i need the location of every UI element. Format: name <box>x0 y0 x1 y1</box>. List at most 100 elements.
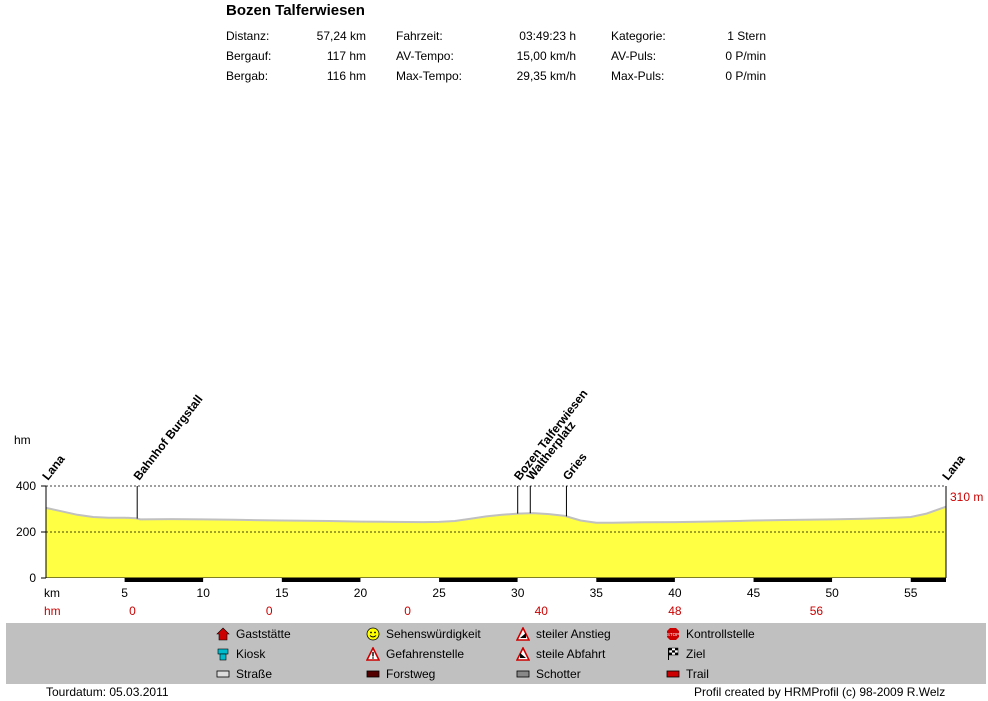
stat-value-avg-pulse: 0 P/min <box>725 49 766 63</box>
steep-climb-icon <box>516 627 530 641</box>
legend-label: steile Abfahrt <box>536 647 606 661</box>
y-tick-label: 400 <box>16 479 36 493</box>
x-tick-label: 20 <box>354 586 368 600</box>
gravel-swatch-icon <box>516 670 530 678</box>
surface-segment <box>281 578 361 582</box>
x-tick-label: 45 <box>747 586 761 600</box>
x-tick-label: 35 <box>590 586 604 600</box>
surface-segment <box>360 578 440 582</box>
stat-value-distance: 57,24 km <box>316 29 366 43</box>
x-axis-label: km <box>44 586 60 600</box>
hm-row-value: 40 <box>535 604 549 618</box>
hm-row-value: 0 <box>129 604 136 618</box>
x-tick-label: 30 <box>511 586 525 600</box>
surface-segment <box>439 578 518 582</box>
waypoint-label: Bahnhof Burgstall <box>131 392 206 483</box>
stat-value-avg-speed: 15,00 km/h <box>516 49 576 63</box>
stat-label-max-pulse: Max-Puls: <box>611 69 665 83</box>
stat-label-max-speed: Max-Tempo: <box>396 69 463 83</box>
stat-value-ascent: 117 hm <box>326 49 366 63</box>
stat-label-ascent: Bergauf: <box>226 49 272 63</box>
x-tick-label: 5 <box>121 586 128 600</box>
stat-label-avg-speed: AV-Tempo: <box>396 49 454 63</box>
surface-segment <box>203 578 282 582</box>
hm-row-label: hm <box>44 604 61 618</box>
forest-road-swatch-icon <box>366 670 380 678</box>
surface-segment <box>832 578 911 582</box>
legend-item-gaststaette: Gaststätte <box>216 627 291 641</box>
surface-segment <box>910 578 946 582</box>
smiley-icon <box>366 627 380 641</box>
legend-item-schotter: Schotter <box>516 667 581 681</box>
legend-label: Trail <box>686 667 709 681</box>
surface-segment <box>517 578 597 582</box>
stat-value-ride-time: 03:49:23 h <box>519 29 576 43</box>
legend-item-kontrollstelle: STOP Kontrollstelle <box>667 627 755 641</box>
legend-item-steiler-anstieg: steiler Anstieg <box>516 627 611 641</box>
elevation-area <box>46 506 946 578</box>
legend-item-steile-abfahrt: steile Abfahrt <box>516 647 606 661</box>
tour-date: Tourdatum: 05.03.2011 <box>46 685 169 699</box>
road-swatch-icon <box>216 670 230 678</box>
stat-value-max-pulse: 0 P/min <box>725 69 766 83</box>
hm-row-value: 48 <box>668 604 682 618</box>
trail-swatch-icon <box>666 670 680 678</box>
x-tick-label: 40 <box>668 586 682 600</box>
legend-label: Ziel <box>686 647 706 661</box>
legend-item-gefahrenstelle: Gefahrenstelle <box>366 647 465 661</box>
waypoint-label: Lana <box>939 452 967 483</box>
legend-label: Schotter <box>536 667 581 681</box>
legend-item-strasse: Straße <box>216 667 273 681</box>
legend-label: Kontrollstelle <box>686 627 755 641</box>
legend-label: Kiosk <box>236 647 266 661</box>
stat-label-category: Kategorie: <box>611 29 666 43</box>
legend-item-ziel: Ziel <box>668 647 706 661</box>
kiosk-icon <box>217 648 229 661</box>
surface-segment <box>753 578 833 582</box>
y-tick-label: 0 <box>29 571 36 585</box>
x-tick-label: 10 <box>197 586 211 600</box>
hm-row-value: 56 <box>810 604 824 618</box>
surface-segment <box>596 578 675 582</box>
stop-sign-icon: STOP <box>667 628 679 640</box>
stat-value-category: 1 Stern <box>727 29 766 43</box>
stat-label-distance: Distanz: <box>226 29 270 43</box>
y-tick-label: 200 <box>16 525 36 539</box>
svg-text:STOP: STOP <box>667 632 679 637</box>
x-tick-label: 55 <box>904 586 918 600</box>
warning-icon <box>366 647 380 661</box>
end-elevation-label: 310 m <box>950 490 983 504</box>
x-tick-label: 15 <box>275 586 289 600</box>
credits: Profil created by HRMProfil (c) 98-2009 … <box>694 685 946 699</box>
legend-label: steiler Anstieg <box>536 627 611 641</box>
steep-descent-icon <box>516 647 530 661</box>
stat-label-descent: Bergab: <box>226 69 269 83</box>
house-icon <box>216 627 230 641</box>
surface-segment <box>124 578 204 582</box>
surface-segment <box>46 578 125 582</box>
page-title: Bozen Talferwiesen <box>226 2 365 19</box>
legend-panel: Gaststätte Sehenswürdigkeit steiler Anst… <box>6 623 986 684</box>
hm-row-value: 0 <box>404 604 411 618</box>
elevation-line <box>45 505 947 524</box>
legend-label: Forstweg <box>386 667 436 681</box>
stat-value-max-speed: 29,35 km/h <box>516 69 576 83</box>
legend-label: Gaststätte <box>236 627 291 641</box>
stat-label-ride-time: Fahrzeit: <box>396 29 443 43</box>
waypoint-label: Gries <box>560 450 590 483</box>
x-tick-label: 25 <box>432 586 446 600</box>
stat-label-avg-pulse: AV-Puls: <box>611 49 657 63</box>
surface-segment <box>674 578 754 582</box>
x-tick-label: 50 <box>825 586 839 600</box>
legend-label: Straße <box>236 667 273 681</box>
legend-item-kiosk: Kiosk <box>217 647 266 661</box>
hm-row-value: 0 <box>266 604 273 618</box>
waypoint-label: Lana <box>39 452 67 483</box>
checkered-flag-icon <box>668 647 679 660</box>
stat-value-descent: 116 hm <box>326 69 366 83</box>
legend-item-forstweg: Forstweg <box>366 667 436 681</box>
legend-label: Gefahrenstelle <box>386 647 465 661</box>
legend-item-trail: Trail <box>666 667 709 681</box>
legend-label: Sehenswürdigkeit <box>386 627 481 641</box>
